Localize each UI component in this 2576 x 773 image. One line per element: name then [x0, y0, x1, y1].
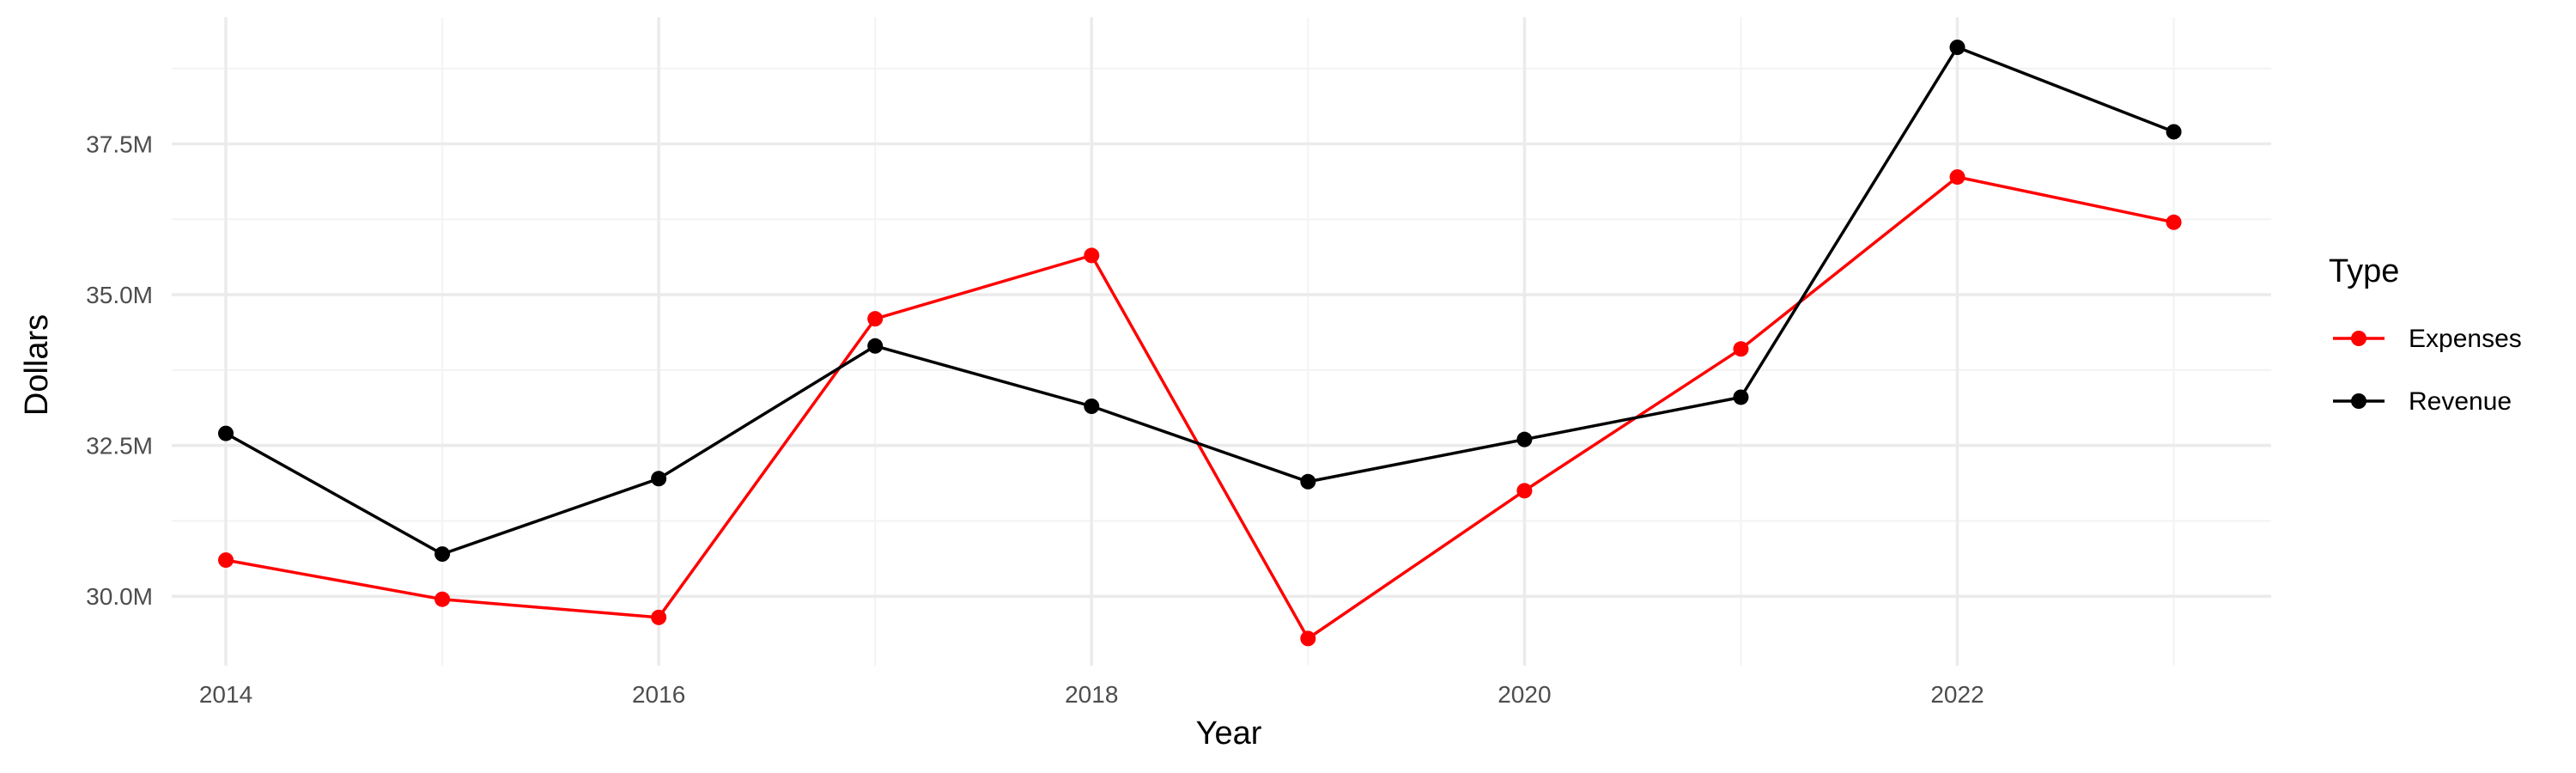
y-tick-label: 35.0M: [86, 282, 153, 308]
legend-key-expenses-point: [2351, 331, 2366, 346]
legend-label-revenue: Revenue: [2409, 387, 2512, 416]
legend: Type Expenses Revenue: [2329, 253, 2522, 416]
legend-label-expenses: Expenses: [2409, 325, 2522, 353]
data-point-expenses: [1300, 630, 1316, 647]
y-tick-label: 30.0M: [86, 583, 153, 610]
data-point-revenue: [867, 338, 884, 354]
data-point-expenses: [1733, 341, 1749, 357]
series-revenue: [218, 40, 2182, 563]
data-point-revenue: [1300, 473, 1316, 490]
data-point-revenue: [434, 546, 451, 563]
data-point-revenue: [1084, 399, 1100, 414]
data-point-expenses: [218, 552, 234, 569]
legend-item-expenses: Expenses: [2333, 325, 2522, 353]
legend-key-revenue-point: [2351, 393, 2366, 409]
legend-title: Type: [2329, 253, 2399, 289]
y-tick-label: 32.5M: [86, 433, 153, 460]
data-point-expenses: [1949, 169, 1965, 186]
x-tick-label: 2022: [1930, 681, 1984, 708]
x-tick-label: 2020: [1498, 681, 1551, 708]
series-expenses: [218, 169, 2182, 647]
series-line-expenses: [225, 175, 2174, 641]
x-axis-title: Year: [1196, 715, 1262, 752]
series-layer: [218, 40, 2182, 647]
x-tick-label: 2016: [632, 681, 685, 708]
y-axis-title: Dollars: [19, 314, 55, 416]
series-line-revenue: [225, 46, 2175, 556]
data-point-expenses: [1084, 247, 1100, 264]
data-point-expenses: [434, 591, 451, 607]
data-point-expenses: [867, 311, 884, 327]
grid: [172, 17, 2271, 666]
y-tick-label: 37.5M: [86, 131, 153, 157]
data-point-revenue: [1733, 389, 1749, 405]
data-point-expenses: [2166, 214, 2182, 230]
legend-item-revenue: Revenue: [2333, 387, 2512, 416]
tick-labels: 2014 2016 2018 2020 2022 30.0M 32.5M 35.0M 37.5M: [86, 131, 1984, 708]
data-point-revenue: [2166, 124, 2182, 140]
data-point-expenses: [1516, 483, 1533, 499]
data-point-revenue: [1516, 431, 1533, 447]
data-point-expenses: [651, 609, 667, 625]
data-point-revenue: [651, 471, 667, 487]
x-tick-label: 2018: [1065, 681, 1118, 708]
data-point-revenue: [218, 425, 234, 441]
data-point-revenue: [1949, 40, 1965, 56]
x-tick-label: 2014: [199, 681, 252, 708]
